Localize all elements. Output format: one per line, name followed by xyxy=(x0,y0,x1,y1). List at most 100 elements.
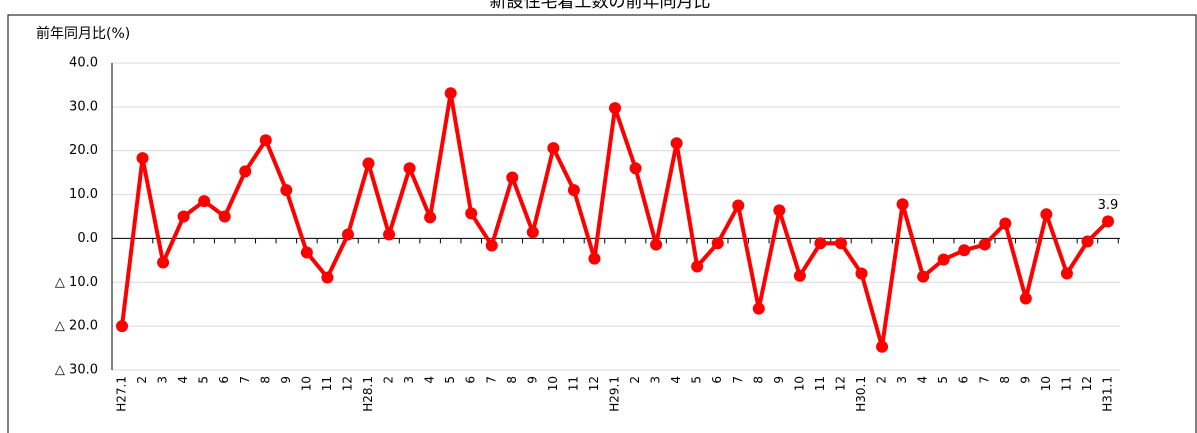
data-point xyxy=(506,171,519,184)
x-tick-label: 11 xyxy=(566,376,580,391)
x-tick-label: 2 xyxy=(135,376,149,384)
data-point xyxy=(834,237,847,250)
x-tick-label: 10 xyxy=(299,376,313,391)
x-tick-label: 12 xyxy=(340,376,354,391)
data-label: 3.9 xyxy=(1098,198,1119,213)
x-tick-label: 6 xyxy=(957,376,971,384)
data-point xyxy=(917,270,930,283)
x-tick-label: 8 xyxy=(258,376,272,384)
x-tick-label: 4 xyxy=(669,376,683,384)
data-point xyxy=(876,340,889,353)
data-point xyxy=(465,207,478,220)
x-tick-label: H28.1 xyxy=(361,376,375,412)
y-tick-label: 20.0 xyxy=(69,143,98,158)
data-point xyxy=(444,87,457,100)
data-point xyxy=(958,244,971,257)
y-tick-label: △ 20.0 xyxy=(55,319,98,334)
data-point xyxy=(280,184,293,197)
data-point xyxy=(321,271,334,284)
data-point xyxy=(978,238,991,251)
x-tick-label: 3 xyxy=(156,376,170,384)
x-tick-label: 10 xyxy=(1039,376,1053,391)
x-tick-label: 6 xyxy=(464,376,478,384)
y-tick-label: △ 30.0 xyxy=(55,363,98,378)
x-tick-label: 8 xyxy=(505,376,519,384)
data-point xyxy=(1060,267,1073,280)
data-point xyxy=(526,226,539,239)
data-point xyxy=(300,246,313,259)
x-tick-label: 11 xyxy=(320,376,334,391)
x-tick-label: 7 xyxy=(731,376,745,384)
data-point xyxy=(239,165,252,178)
x-tick-label: 9 xyxy=(525,376,539,384)
x-tick-label: 9 xyxy=(772,376,786,384)
x-tick-label: H27.1 xyxy=(115,376,129,412)
data-point xyxy=(362,157,375,170)
x-tick-label: 3 xyxy=(402,376,416,384)
x-tick-label: 12 xyxy=(587,376,601,391)
x-tick-label: 7 xyxy=(238,376,252,384)
data-point xyxy=(424,211,437,224)
data-point xyxy=(937,253,950,266)
y-axis-label: 前年同月比(%) xyxy=(36,25,130,42)
data-point xyxy=(116,320,128,333)
data-point xyxy=(1040,208,1053,221)
data-point xyxy=(403,162,416,175)
series-line xyxy=(120,91,1110,349)
x-tick-label: 6 xyxy=(217,376,231,384)
data-point xyxy=(691,260,704,273)
x-tick-label: 3 xyxy=(895,376,909,384)
x-tick-label: 7 xyxy=(977,376,991,384)
data-point xyxy=(157,256,170,269)
data-point xyxy=(711,237,724,250)
x-tick-label: H29.1 xyxy=(608,376,622,412)
data-point xyxy=(999,217,1012,230)
data-point xyxy=(1019,292,1032,305)
x-tick-label: 4 xyxy=(176,376,190,384)
y-tick-label: 10.0 xyxy=(69,187,98,202)
chart-frame xyxy=(7,14,1197,433)
y-tick-label: 40.0 xyxy=(69,56,98,71)
x-tick-label: 12 xyxy=(1080,376,1094,391)
x-tick-label: 9 xyxy=(1018,376,1032,384)
data-point xyxy=(567,184,580,197)
data-point xyxy=(198,195,211,208)
data-point xyxy=(609,102,621,115)
title-backdrop xyxy=(380,0,820,14)
chart-title: 新設住宅着工数の前年同月比 xyxy=(490,0,711,12)
data-point xyxy=(136,152,149,165)
data-point xyxy=(896,198,909,211)
data-point xyxy=(1102,215,1114,228)
x-tick-label: 2 xyxy=(875,376,889,384)
x-tick-label: 11 xyxy=(1059,376,1073,391)
data-point xyxy=(629,162,642,175)
x-tick-label: 5 xyxy=(197,376,211,384)
x-tick-label: H30.1 xyxy=(854,376,868,412)
x-tick-label: 5 xyxy=(443,376,457,384)
y-tick-label: 30.0 xyxy=(69,99,98,114)
data-point xyxy=(855,267,868,280)
y-tick-label: △ 10.0 xyxy=(55,275,98,290)
x-tick-label: 2 xyxy=(628,376,642,384)
data-point xyxy=(547,142,560,155)
data-point xyxy=(732,199,745,212)
x-tick-label: 4 xyxy=(423,376,437,384)
x-tick-label: 8 xyxy=(751,376,765,384)
x-tick-label: 10 xyxy=(792,376,806,391)
data-point xyxy=(259,134,272,147)
data-point xyxy=(177,210,190,223)
x-tick-label: 10 xyxy=(546,376,560,391)
data-point xyxy=(485,239,498,252)
data-point xyxy=(752,302,765,315)
x-tick-label: 8 xyxy=(998,376,1012,384)
data-point xyxy=(383,228,396,241)
x-tick-label: 4 xyxy=(916,376,930,384)
data-point xyxy=(650,238,663,251)
x-tick-label: 5 xyxy=(936,376,950,384)
x-tick-label: 12 xyxy=(833,376,847,391)
data-point xyxy=(670,137,683,150)
data-point xyxy=(588,252,601,265)
x-tick-label: H31.1 xyxy=(1101,376,1115,412)
